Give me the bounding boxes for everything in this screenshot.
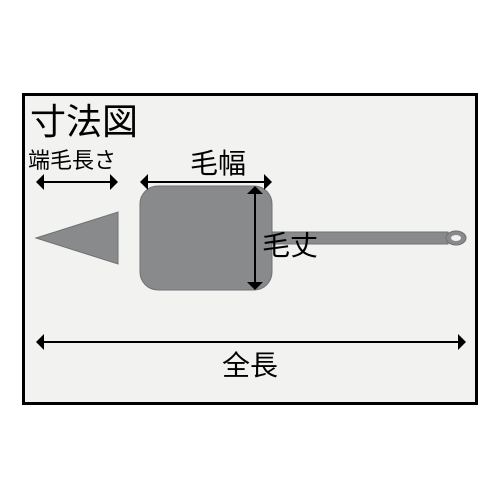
label-bristle-width: 毛幅 (190, 150, 246, 178)
handle-ring-hole (451, 235, 461, 241)
label-tip-length: 端毛長さ (28, 150, 116, 172)
diagram-shapes (0, 0, 500, 500)
brush-tip-shape (36, 212, 118, 264)
label-total-length: 全長 (222, 352, 278, 380)
label-bristle-height: 毛丈 (262, 232, 318, 260)
diagram-title: 寸法図 (30, 104, 138, 140)
brush-body-shape (140, 186, 272, 290)
stage: 寸法図 端毛長さ 毛幅 毛丈 全長 (0, 0, 500, 500)
